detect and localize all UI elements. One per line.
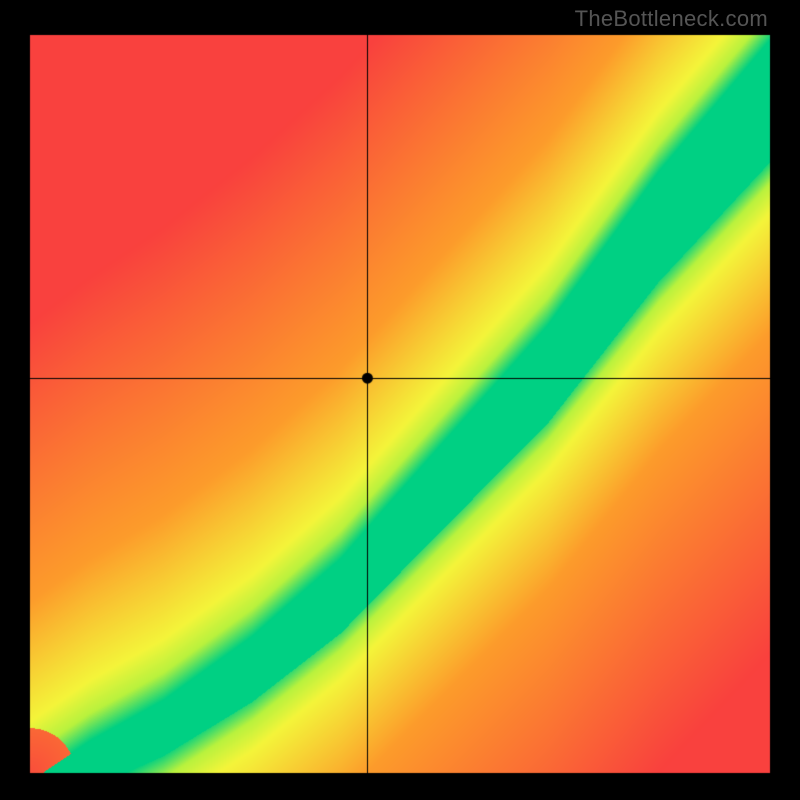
chart-container: TheBottleneck.com [0,0,800,800]
bottleneck-heatmap [0,0,800,800]
watermark-text: TheBottleneck.com [575,6,768,32]
